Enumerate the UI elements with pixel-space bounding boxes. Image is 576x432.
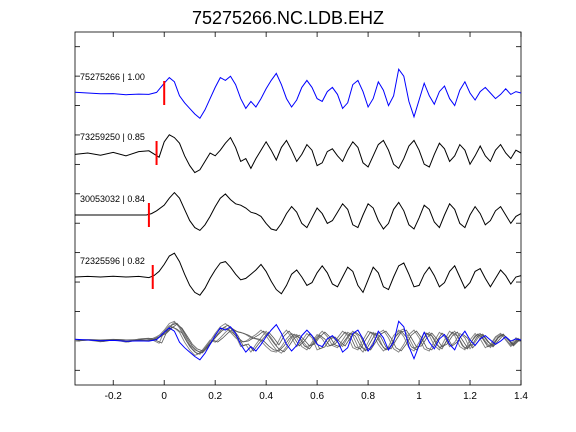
trace-labels: 75275266 | 1.00 73259250 | 0.85 30053032 |… [80,72,145,266]
x-tick-label: 0.4 [259,391,273,402]
trace-label: 30053032 | 0.84 [80,194,145,204]
waveform-trace [75,191,522,232]
x-tick-label: 1.4 [514,391,528,402]
overlay-main-trace [74,320,522,361]
chart-title: 75275266.NC.LDB.EHZ [192,8,384,28]
overlay-traces [74,320,522,361]
plot-frame [74,31,522,386]
trace-label: 73259250 | 0.85 [80,132,145,142]
waveform-trace [74,67,522,119]
waveform-trace [74,252,522,296]
x-tick-label: 0.8 [361,391,375,402]
x-tick-label: 1.2 [463,391,477,402]
x-ticks: -0.2 0 0.2 0.4 0.6 0.8 1 1.2 1.4 [105,32,528,402]
x-tick-label: 0 [161,391,167,402]
overlay-trace [77,326,519,355]
x-tick-label: 1 [416,391,422,402]
x-tick-label: -0.2 [105,391,123,402]
x-tick-label: 0.6 [310,391,324,402]
trace-label: 75275266 | 1.00 [80,72,145,82]
x-tick-label: 0.2 [208,391,222,402]
trace-label: 72325596 | 0.82 [80,256,145,266]
overlay-trace [77,322,519,354]
waveform-traces [74,67,522,296]
waveform-trace [74,134,522,174]
